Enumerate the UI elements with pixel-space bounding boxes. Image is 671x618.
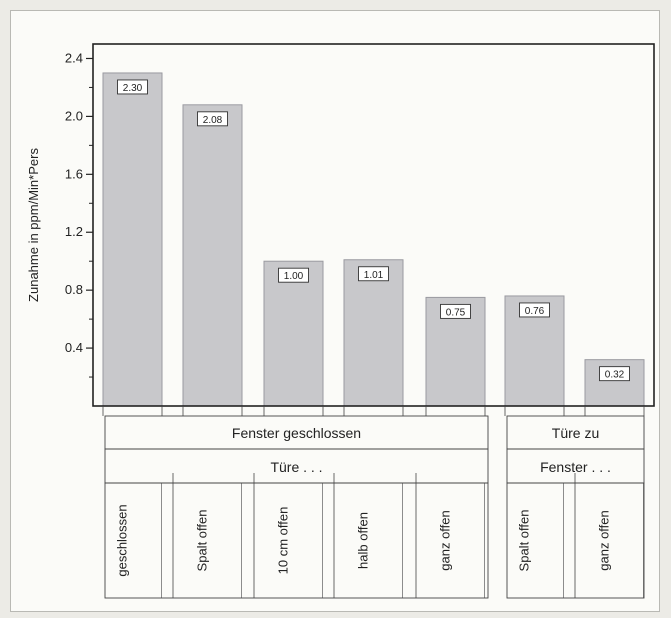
bar: [102, 72, 163, 407]
data-label: 0.32: [605, 370, 625, 381]
data-label: 2.30: [123, 83, 143, 94]
data-label-box: [197, 111, 228, 127]
data-label: 1.01: [364, 270, 384, 281]
category-row: [104, 482, 489, 599]
category-row: [506, 482, 645, 599]
data-label-box: [519, 302, 550, 318]
group-sublabel: Türe . . .: [270, 459, 322, 475]
y-tick-label: 2.4: [65, 50, 83, 65]
y-tick-label: 0.4: [65, 340, 83, 355]
y-axis-title: Zunahme in ppm/Min*Pers: [26, 148, 41, 302]
data-label-box: [117, 79, 148, 95]
category-label: Spalt offen: [195, 510, 210, 572]
group-label: Türe zu: [552, 425, 599, 441]
bars-layer: 2.30 2.08 1.00 1.01 0.75 0.76 0.32: [102, 72, 645, 407]
category-label: ganz offen: [597, 510, 612, 570]
data-label: 1.00: [284, 271, 304, 282]
bar-chart: 2.30 2.08 1.00 1.01 0.75 0.76 0.32 0.4 0.8 1.2 1.…: [26, 43, 655, 599]
category-label: ganz offen: [438, 510, 453, 570]
data-label: 0.76: [525, 306, 545, 317]
chart-frame: 2.30 2.08 1.00 1.01 0.75 0.76 0.32 0.4 0.8 1.2 1.…: [10, 10, 660, 612]
group-label: Fenster geschlossen: [232, 425, 361, 441]
y-tick-label: 2.0: [65, 108, 83, 123]
data-label-box: [440, 303, 471, 319]
category-table: Fenster geschlossen Türe . . . geschlossen…: [102, 406, 645, 599]
y-tick-label: 1.2: [65, 224, 83, 239]
y-tick-label: 0.8: [65, 282, 83, 297]
bar: [263, 260, 324, 407]
plot-area: [92, 43, 655, 407]
data-label-box: [278, 267, 309, 283]
data-label-box: [358, 266, 389, 282]
data-label: 0.75: [446, 307, 466, 318]
y-tick-label: 1.6: [65, 166, 83, 181]
category-label: halb offen: [356, 512, 371, 569]
bar: [343, 259, 404, 407]
data-label-box: [599, 366, 630, 382]
bar: [584, 359, 645, 407]
data-label: 2.08: [203, 115, 223, 126]
group-sublabel: Fenster . . .: [540, 459, 611, 475]
bar: [182, 104, 243, 407]
category-label: Spalt offen: [517, 510, 532, 572]
category-label: 10 cm offen: [276, 507, 291, 575]
category-label: geschlossen: [115, 504, 130, 576]
axis-layer: 0.4 0.8 1.2 1.6 2.0 2.4 Zunahme in ppm/Min*Per…: [26, 43, 655, 407]
